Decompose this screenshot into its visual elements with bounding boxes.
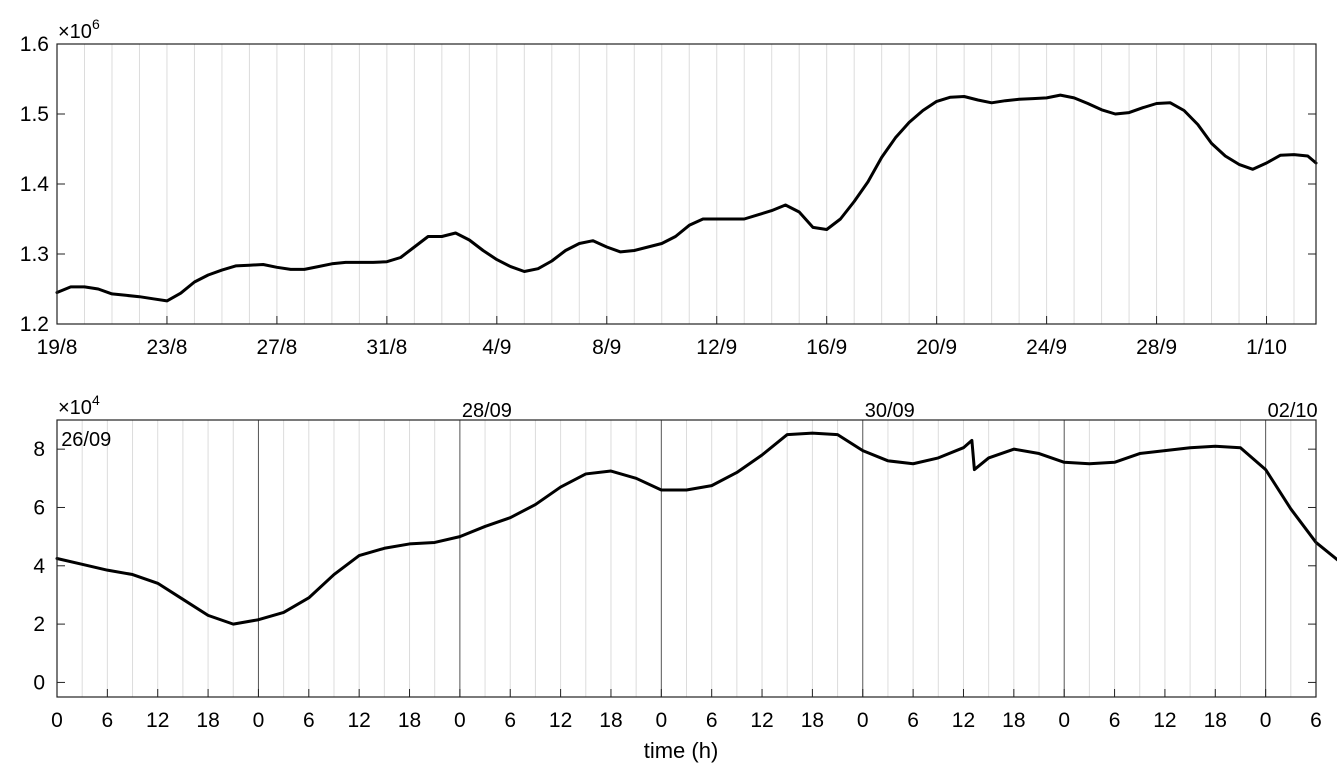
bottom-x-tick-label: 12 — [952, 709, 975, 732]
top-tick-marks — [56, 43, 1316, 325]
top-x-tick-label: 24/9 — [1026, 336, 1067, 359]
bottom-x-tick-label: 18 — [1204, 709, 1227, 732]
bottom-y-exponent: ×104 — [58, 392, 100, 419]
bottom-x-tick-label: 12 — [750, 709, 773, 732]
top-x-tick-label: 19/8 — [37, 336, 78, 359]
top-y-tick-labels: 1.2 1.3 1.4 1.5 1.6 — [20, 33, 50, 336]
top-x-tick-label: 8/9 — [592, 336, 621, 359]
bottom-chart-panel: 0 2 4 6 8 0 6 12 18 0 6 12 18 0 6 12 18 0 6 12 18 0 6 12 18 0 6 12… — [33, 392, 1337, 763]
bottom-series-line — [55, 431, 1337, 626]
bottom-x-tick-label: 6 — [102, 709, 114, 732]
bottom-x-tick-label: 12 — [1153, 709, 1176, 732]
top-grid — [83, 44, 1295, 324]
top-x-tick-label: 28/9 — [1136, 336, 1177, 359]
top-y-tick-label: 1.4 — [20, 173, 50, 196]
bottom-y-tick-labels: 0 2 4 6 8 — [33, 438, 45, 694]
bottom-date-annotations: 26/09 28/09 30/09 02/10 — [61, 400, 1318, 451]
bottom-x-tick-label: 6 — [1109, 709, 1121, 732]
date-annotation: 30/09 — [865, 400, 915, 422]
bottom-x-tick-label: 12 — [549, 709, 572, 732]
bottom-x-tick-label: 0 — [1260, 709, 1272, 732]
bottom-x-tick-label: 6 — [303, 709, 315, 732]
bottom-x-tick-label: 0 — [655, 709, 667, 732]
date-annotation: 28/09 — [462, 400, 512, 422]
bottom-x-tick-label: 6 — [1310, 709, 1322, 732]
bottom-x-tick-label: 0 — [454, 709, 466, 732]
top-x-tick-label: 16/9 — [806, 336, 847, 359]
top-y-exponent: ×106 — [58, 16, 100, 43]
bottom-tick-marks — [56, 448, 1317, 697]
bottom-x-tick-labels: 0 6 12 18 0 6 12 18 0 6 12 18 0 6 12 18 0 6 12 18 0 6 12 18 0 6 — [51, 709, 1322, 732]
date-annotation: 02/10 — [1268, 400, 1318, 422]
bottom-x-tick-label: 6 — [504, 709, 516, 732]
bottom-x-tick-label: 6 — [706, 709, 718, 732]
bottom-x-tick-label: 0 — [1058, 709, 1070, 732]
bottom-x-tick-label: 0 — [51, 709, 63, 732]
top-y-tick-label: 1.2 — [20, 313, 49, 336]
top-x-tick-label: 23/8 — [147, 336, 188, 359]
bottom-x-tick-label: 0 — [857, 709, 869, 732]
top-x-tick-label: 31/8 — [366, 336, 407, 359]
top-x-tick-label: 27/8 — [256, 336, 297, 359]
bottom-x-tick-label: 0 — [253, 709, 265, 732]
top-x-tick-labels: 19/8 23/8 27/8 31/8 4/9 8/9 12/9 16/9 20/9 24/9 28… — [37, 336, 1287, 359]
bottom-y-tick-label: 8 — [33, 438, 45, 461]
bottom-grid — [81, 420, 1292, 697]
top-x-tick-label: 4/9 — [482, 336, 511, 359]
bottom-y-tick-label: 6 — [33, 496, 45, 519]
date-annotation: 26/09 — [61, 429, 111, 451]
bottom-x-tick-label: 12 — [347, 709, 370, 732]
top-y-tick-label: 1.3 — [20, 243, 49, 266]
bottom-x-tick-label: 18 — [599, 709, 622, 732]
bottom-x-tick-label: 12 — [146, 709, 169, 732]
bottom-y-tick-label: 0 — [33, 671, 45, 694]
bottom-x-tick-label: 18 — [801, 709, 824, 732]
bottom-x-tick-label: 18 — [196, 709, 219, 732]
bottom-x-axis-label: time (h) — [644, 738, 719, 763]
bottom-x-tick-label: 18 — [398, 709, 421, 732]
top-x-tick-label: 1/10 — [1246, 336, 1287, 359]
bottom-y-tick-label: 4 — [33, 555, 45, 578]
top-y-tick-label: 1.6 — [20, 33, 49, 56]
top-y-tick-label: 1.5 — [20, 103, 49, 126]
top-x-tick-label: 20/9 — [916, 336, 957, 359]
bottom-x-tick-label: 18 — [1002, 709, 1025, 732]
bottom-y-tick-label: 2 — [33, 613, 45, 636]
top-series-line — [55, 93, 1318, 303]
bottom-x-tick-label: 6 — [907, 709, 919, 732]
top-x-tick-label: 12/9 — [696, 336, 737, 359]
top-axes-frame — [56, 43, 1317, 325]
bottom-axes-frame — [56, 419, 1317, 698]
top-chart-panel: 1.2 1.3 1.4 1.5 1.6 19/8 23/8 27/8 31/8 4/9 8/9 12… — [20, 16, 1318, 359]
